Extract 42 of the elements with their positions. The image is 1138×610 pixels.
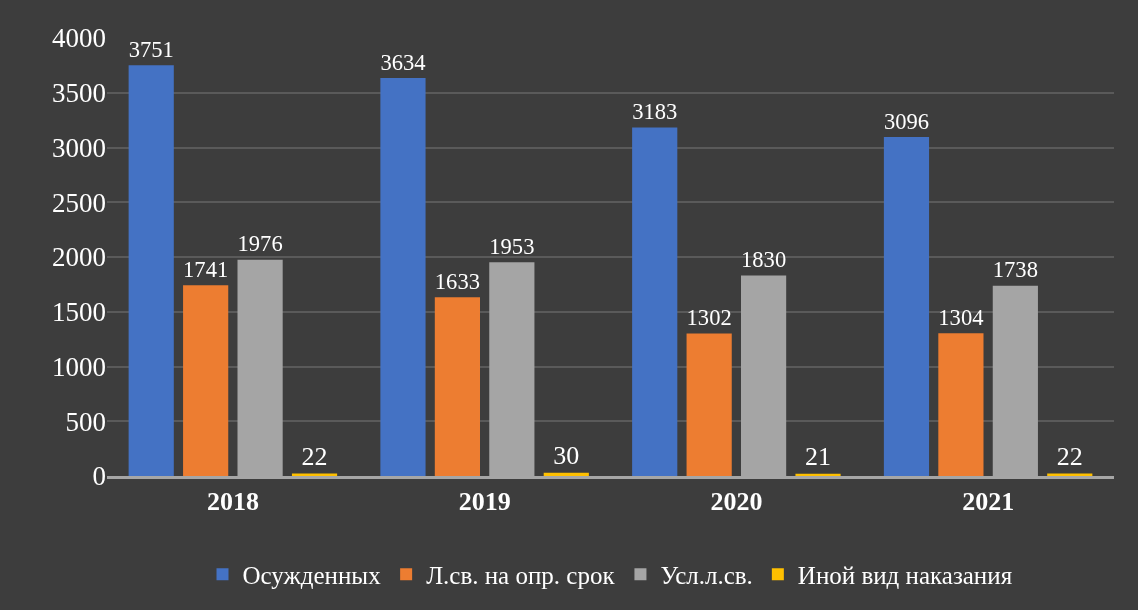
- data-label: 22: [301, 441, 328, 471]
- data-label: 1741: [183, 257, 229, 283]
- legend-label: Осужденных: [242, 562, 382, 590]
- y-tick-label: 2000: [52, 242, 106, 273]
- legend-label: Усл.л.св.: [660, 562, 753, 590]
- bar: [632, 127, 678, 476]
- x-tick-label: 2019: [458, 486, 511, 516]
- bar: [183, 285, 229, 476]
- data-label: 22: [1056, 441, 1083, 471]
- y-tick-label: 0: [92, 461, 106, 492]
- data-label: 3634: [380, 49, 426, 75]
- y-tick-label: 3000: [52, 132, 106, 163]
- y-tick-label: 4000: [52, 23, 106, 54]
- data-label: 1738: [992, 257, 1038, 283]
- data-label: 1304: [938, 305, 984, 330]
- y-tick-label: 2500: [52, 187, 106, 218]
- data-label: 3751: [128, 37, 174, 63]
- bar: [128, 65, 174, 476]
- data-label: 1830: [741, 247, 787, 273]
- x-tick-label: 2020: [710, 486, 763, 516]
- x-tick-label: 2021: [962, 486, 1015, 516]
- data-label: 1976: [237, 231, 283, 257]
- bar: [380, 78, 426, 476]
- data-label: 1633: [434, 268, 480, 294]
- y-tick-label: 500: [65, 406, 106, 437]
- legend-label: Иной вид наказания: [797, 562, 1013, 590]
- data-label: 21: [805, 441, 832, 471]
- x-tick-label: 2018: [206, 486, 259, 516]
- data-label: 3183: [632, 99, 678, 125]
- bar: [543, 472, 589, 476]
- y-tick-label: 1500: [52, 297, 106, 328]
- y-tick-label: 1000: [52, 351, 106, 382]
- bar: [883, 136, 930, 476]
- data-label: 30: [553, 440, 580, 470]
- y-tick-label: 3500: [52, 78, 106, 109]
- data-label: 1953: [489, 233, 535, 259]
- bar: [686, 333, 732, 476]
- data-label: 1302: [686, 305, 732, 331]
- bar: [434, 297, 480, 476]
- legend-label: Л.св. на опр. срок: [426, 562, 616, 590]
- data-label: 3096: [883, 108, 930, 134]
- bar: [938, 333, 984, 476]
